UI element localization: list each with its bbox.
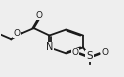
Text: O: O (13, 29, 20, 38)
Text: S: S (86, 51, 93, 61)
Text: O: O (101, 49, 108, 57)
Text: O: O (35, 11, 42, 20)
Text: O: O (71, 49, 78, 57)
Text: N: N (46, 42, 53, 52)
